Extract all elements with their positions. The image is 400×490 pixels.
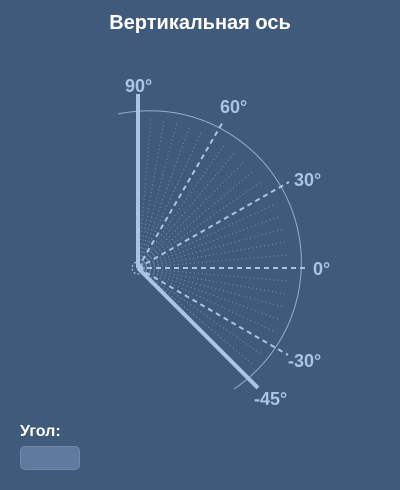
ray-30: [137, 181, 290, 269]
fine-angle-line: [137, 160, 246, 269]
label-0: 0°: [313, 259, 330, 279]
label-90: 90°: [125, 76, 152, 96]
fine-angle-line: [137, 121, 178, 269]
fine-angle-line: [137, 267, 277, 333]
ray-minus-30: [137, 267, 289, 356]
label-60: 60°: [220, 97, 247, 117]
fine-angle-line: [137, 228, 285, 269]
origin-circle: [131, 261, 145, 275]
angle-arc: [117, 110, 302, 390]
fine-angle-line: [137, 125, 191, 269]
ray-60: [137, 119, 225, 269]
label-30: 30°: [294, 170, 321, 190]
fine-angle-line: [137, 118, 165, 269]
fine-angle-line: [137, 241, 288, 269]
label-minus-30: -30°: [288, 351, 321, 371]
fine-angle-line: [137, 267, 290, 282]
fine-angle-line: [137, 143, 226, 269]
fine-angle-lines: [137, 116, 290, 367]
fine-angle-line: [137, 180, 263, 269]
selected-angle-line: [136, 266, 260, 390]
label-minus-45: -45°: [254, 389, 287, 409]
fine-angle-line: [137, 169, 255, 269]
fine-angle-line: [137, 267, 263, 356]
fine-angle-line: [137, 151, 237, 269]
fine-angle-line: [137, 129, 203, 269]
fine-angle-line: [137, 203, 277, 269]
page-title: Вертикальная ось: [109, 12, 291, 34]
fine-angle-line: [137, 267, 281, 321]
fine-angle-line: [137, 267, 288, 295]
angle-field-label: Угол:: [20, 423, 61, 440]
fine-angle-line: [137, 215, 281, 269]
angle-input[interactable]: [20, 446, 80, 470]
fine-angle-line: [137, 254, 290, 269]
